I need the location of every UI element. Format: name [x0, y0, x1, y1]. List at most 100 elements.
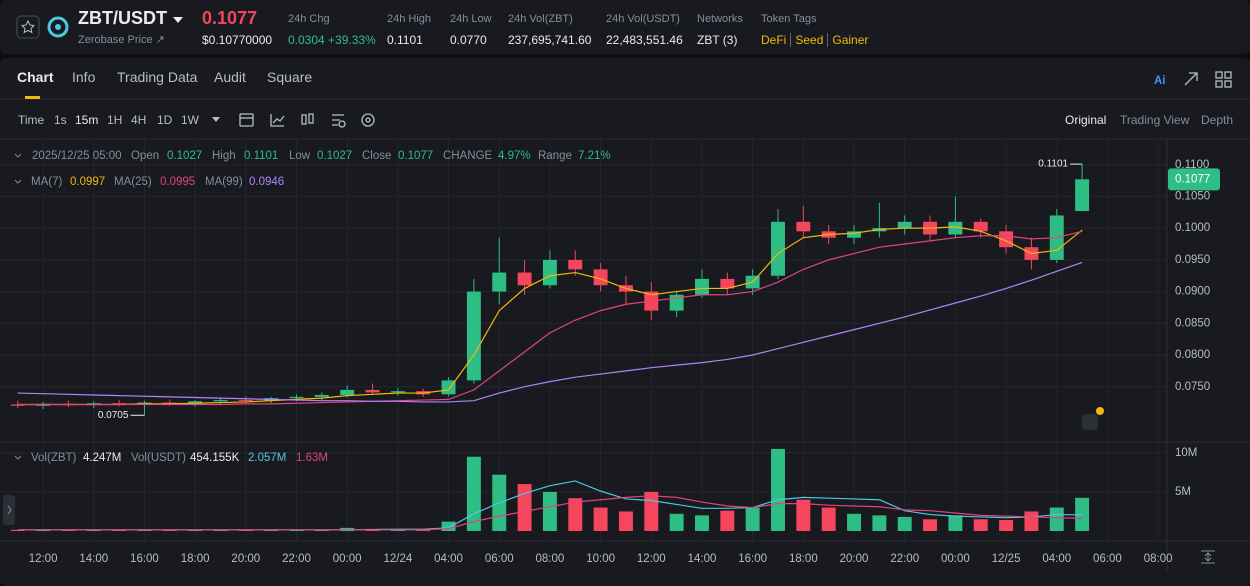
token-tags: DeFi Seed Gainer — [761, 33, 869, 47]
legend-value: 0.1027 — [317, 150, 353, 162]
extreme-label: 0.1101 — [1038, 159, 1068, 170]
interval[interactable]: 4H — [131, 113, 147, 127]
x-tick-label: 04:00 — [1042, 553, 1071, 565]
favorite-button[interactable] — [16, 15, 40, 39]
toolbar-icons[interactable] — [239, 71, 1232, 128]
pair-subtitle: Zerobase Price ↗ — [78, 34, 165, 46]
side-toggle-arrow — [7, 505, 12, 515]
volume-bar — [466, 456, 481, 531]
candle-body — [847, 231, 861, 238]
legend-value: 0.1101 — [244, 150, 279, 162]
y-tick-label: 0.0750 — [1175, 381, 1210, 393]
candle-body — [1075, 179, 1090, 212]
y-tick-label: 0.0800 — [1175, 349, 1210, 361]
y-tick-label: 0.0850 — [1175, 317, 1210, 329]
volume-bar — [796, 499, 811, 531]
interval: Time — [18, 113, 45, 127]
interval[interactable]: 1s — [54, 113, 67, 127]
last-price: 0.1077 — [202, 8, 258, 28]
volume-bar — [872, 515, 887, 531]
vol-ma-value: 2.057M — [248, 452, 287, 464]
side-toggle[interactable] — [3, 495, 15, 525]
volume-bar — [213, 529, 228, 531]
candle-body — [568, 259, 583, 270]
volume-bar — [61, 530, 76, 531]
volume-bar — [745, 507, 760, 531]
x-tick-label: 00:00 — [333, 553, 362, 565]
volume-bar — [821, 507, 836, 531]
token-tag[interactable]: Seed — [790, 33, 824, 47]
view-option[interactable]: Original — [1065, 113, 1107, 127]
last-price-label: 0.1077 — [1175, 173, 1210, 185]
candle-body — [973, 221, 988, 232]
y-tick-label: 0.0900 — [1175, 286, 1210, 298]
tab[interactable]: Chart — [17, 69, 54, 85]
tab[interactable]: Info — [72, 69, 96, 85]
x-tick-label: 22:00 — [890, 553, 919, 565]
volume-bar — [188, 530, 203, 531]
x-tick-label: 06:00 — [1093, 553, 1122, 565]
x-tick-label: 18:00 — [181, 553, 210, 565]
tab[interactable]: Square — [267, 69, 313, 85]
stat-value: ZBT (3) — [697, 33, 738, 47]
volume-bar — [568, 498, 583, 531]
stat-value: 22,483,551.46 — [606, 33, 683, 47]
legend-value: 0.1077 — [398, 150, 434, 162]
vol-tick-label: 10M — [1175, 447, 1197, 459]
candle-body — [112, 403, 127, 405]
x-tick-label: 22:00 — [282, 553, 311, 565]
token-tag[interactable]: Gainer — [827, 33, 869, 47]
view-option[interactable]: Depth — [1201, 113, 1234, 127]
candle-body — [542, 259, 557, 286]
candle-body — [492, 272, 507, 292]
axis-reset[interactable] — [1201, 550, 1215, 564]
candle-body — [238, 400, 253, 402]
candle-body — [796, 221, 811, 232]
pair-dropdown[interactable] — [173, 17, 183, 23]
x-tick-label: 08:00 — [1144, 553, 1173, 565]
ma-value: 0.0946 — [249, 176, 285, 188]
vol-value: 454.155K — [190, 452, 240, 464]
interval[interactable]: 15m — [75, 113, 99, 127]
volume-bar — [238, 530, 253, 531]
ma-label: MA(7) — [31, 176, 63, 188]
ma-line — [17, 226, 1083, 406]
candle-body — [466, 291, 481, 381]
vol-tick-label: 5M — [1175, 486, 1191, 498]
interval[interactable]: 1H — [107, 113, 123, 127]
legend-label: CHANGE — [443, 150, 493, 162]
volume-bar — [618, 511, 633, 531]
volume-bar — [162, 530, 177, 531]
interval[interactable]: 1D — [157, 113, 173, 127]
x-tick-label: 06:00 — [485, 553, 514, 565]
candle-body — [314, 394, 329, 397]
tab[interactable]: Trading Data — [117, 69, 198, 85]
x-tick-label: 12:00 — [29, 553, 58, 565]
candle-body — [517, 272, 532, 286]
volume-bar — [593, 507, 608, 531]
volume-bar — [1049, 507, 1064, 531]
legend-collapse — [14, 179, 22, 184]
interval[interactable]: 1W — [181, 113, 199, 127]
token-tag[interactable]: DeFi — [761, 33, 787, 47]
y-tick-label: 0.0950 — [1175, 254, 1210, 266]
volume-bar — [112, 530, 127, 531]
x-tick-label: 12:00 — [637, 553, 666, 565]
stat-label: Token Tags — [761, 13, 817, 25]
tab[interactable]: Audit — [214, 69, 246, 85]
note-button[interactable] — [1082, 414, 1098, 430]
volume-bar — [669, 513, 684, 531]
candle-body — [188, 401, 203, 404]
interval-dropdown[interactable] — [212, 117, 220, 122]
view-option[interactable]: Trading View — [1120, 113, 1190, 127]
legend-date: 2025/12/25 05:00 — [32, 150, 122, 162]
candle-body — [162, 402, 177, 404]
volume-bar — [441, 521, 456, 531]
ai-button[interactable]: Ai — [1154, 75, 1166, 87]
volume-bar — [517, 484, 532, 531]
stat-value: 0.0304 +39.33% — [288, 33, 376, 47]
stat-label: Networks — [697, 13, 743, 25]
stat-value: 0.1101 — [387, 33, 423, 47]
